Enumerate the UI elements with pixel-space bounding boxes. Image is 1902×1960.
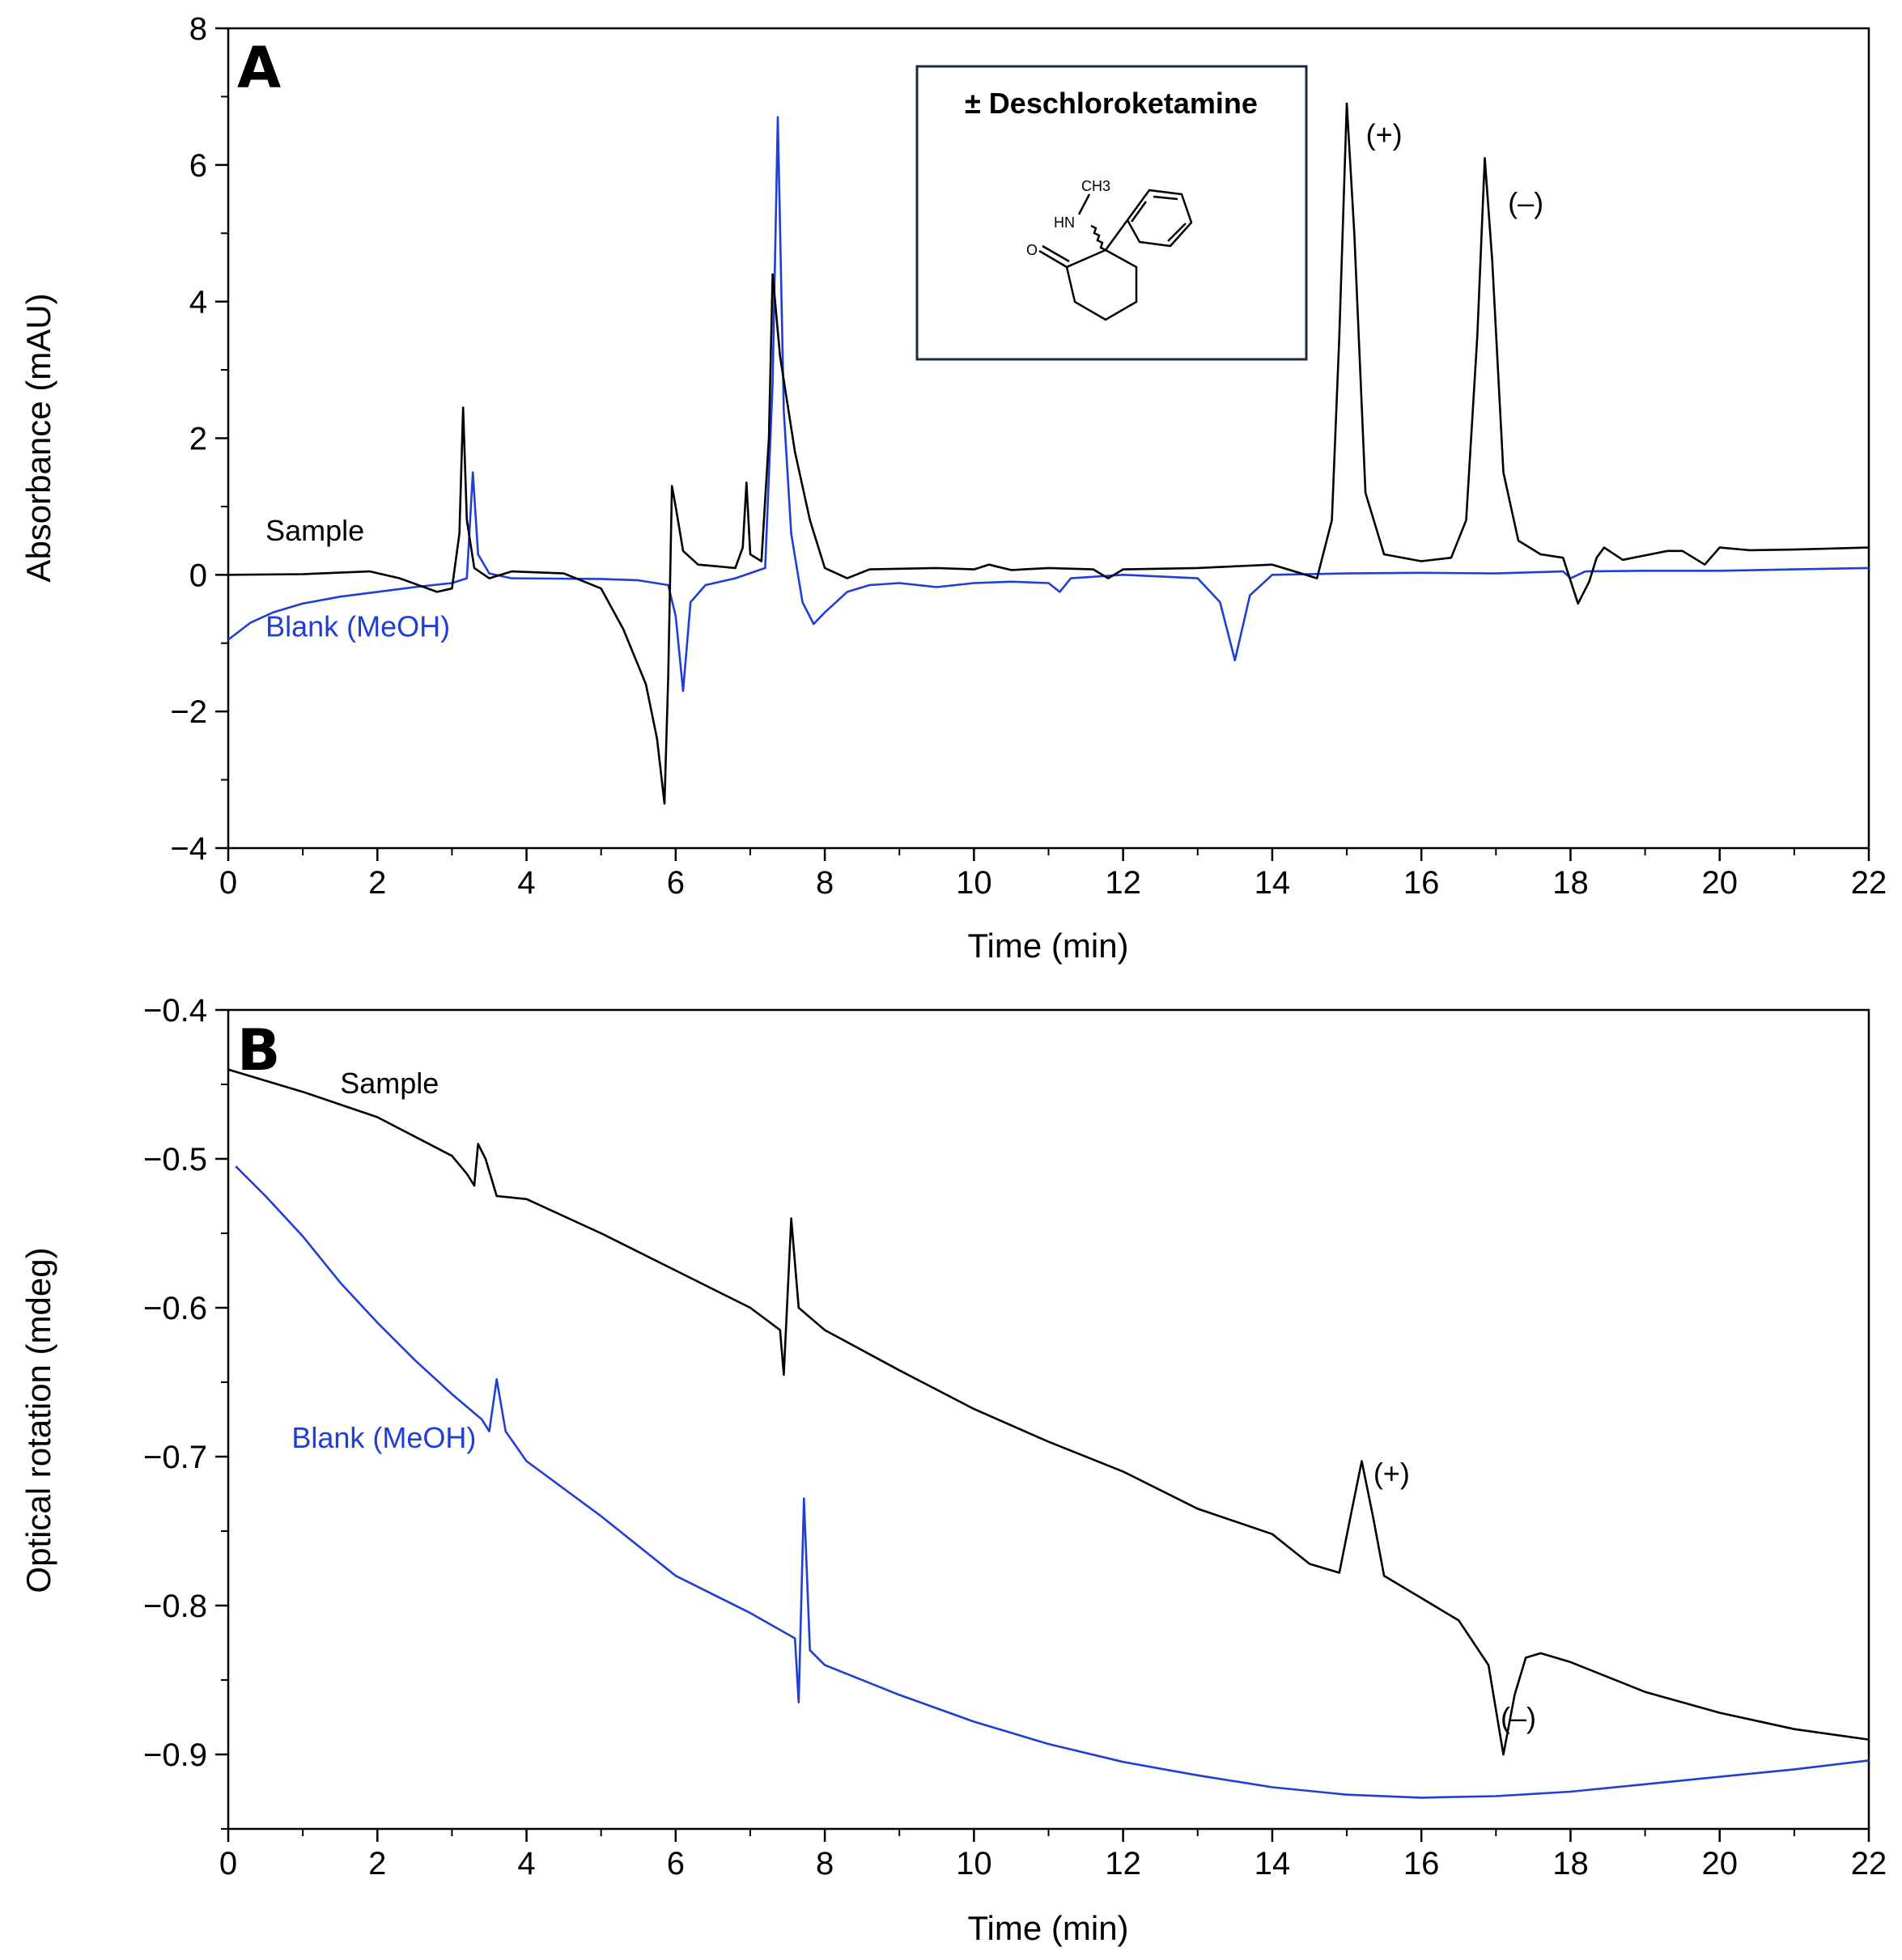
panel-b-x-tick-label: 12 bbox=[1105, 1846, 1141, 1882]
panel-b: 0 2 4 6 8 10 12 14 16 18 20 22 −0.9 −0.8 −0.7 −0.6 −0.5 −… bbox=[19, 993, 1887, 1947]
panel-a-x-tick-label: 4 bbox=[517, 865, 535, 901]
panel-b-x-tick-label: 6 bbox=[667, 1846, 685, 1882]
panel-a-x-tick-label: 12 bbox=[1105, 865, 1141, 901]
panel-a-y-tick-label: 6 bbox=[189, 148, 207, 184]
panel-b-sample-label: Sample bbox=[340, 1067, 439, 1100]
panel-b-sample-line bbox=[227, 1068, 1870, 1756]
panel-a-x-tick-label: 0 bbox=[219, 865, 237, 901]
panel-b-y-tick-label: −0.5 bbox=[143, 1142, 207, 1177]
panel-b-x-tick-label: 10 bbox=[956, 1846, 992, 1882]
structure-inset-box bbox=[915, 65, 1308, 361]
panel-a-x-tick-label: 8 bbox=[816, 865, 834, 901]
deschloroketamine-structure bbox=[1038, 189, 1193, 321]
panel-a-y-axis-label: Absorbance (mAU) bbox=[19, 293, 57, 582]
panel-a-peak-label-plus: (+) bbox=[1366, 118, 1403, 151]
panel-b-x-tick-label: 16 bbox=[1403, 1846, 1440, 1882]
oxygen-label: O bbox=[1026, 242, 1038, 258]
panel-b-ticks bbox=[215, 1008, 1870, 1842]
panel-b-frame bbox=[227, 1008, 1870, 1831]
panel-a-x-tick-label: 22 bbox=[1851, 865, 1887, 901]
panel-b-x-axis-label: Time (min) bbox=[967, 1909, 1128, 1947]
panel-a-x-axis-label: Time (min) bbox=[967, 927, 1128, 965]
panel-b-peak-label-plus: (+) bbox=[1373, 1457, 1410, 1490]
panel-a-x-tick-label: 6 bbox=[667, 865, 685, 901]
panel-a-x-tick-label: 2 bbox=[368, 865, 386, 901]
panel-a-y-tick-label: 4 bbox=[189, 285, 207, 320]
panel-b-x-tick-label: 18 bbox=[1552, 1846, 1589, 1882]
panel-b-y-axis-label: Optical rotation (mdeg) bbox=[19, 1247, 57, 1593]
panel-b-blank-label: Blank (MeOH) bbox=[291, 1421, 476, 1454]
panel-b-y-tick-label: −0.8 bbox=[143, 1589, 207, 1624]
panel-b-tick-labels: 0 2 4 6 8 10 12 14 16 18 20 22 −0.9 −0.8 −0.7 −0.6 −0.5 −… bbox=[143, 993, 1887, 1882]
panel-a: 0 2 4 6 8 10 12 14 16 18 20 22 −4 −2 0 2 4 6 8 A Time (min… bbox=[19, 11, 1887, 965]
panel-a-y-tick-label: −2 bbox=[170, 694, 207, 730]
panel-b-x-tick-label: 20 bbox=[1701, 1846, 1738, 1882]
panel-a-x-tick-label: 16 bbox=[1403, 865, 1440, 901]
panel-a-tick-labels: 0 2 4 6 8 10 12 14 16 18 20 22 −4 −2 0 2 4 6 8 bbox=[170, 11, 1887, 901]
panel-a-series bbox=[227, 102, 1870, 805]
panel-a-ticks bbox=[215, 27, 1870, 861]
panel-b-y-tick-label: −0.4 bbox=[143, 993, 207, 1029]
panel-a-x-tick-label: 10 bbox=[956, 865, 992, 901]
panel-b-blank-line bbox=[235, 1165, 1870, 1799]
panel-b-peak-label-minus: (–) bbox=[1501, 1701, 1536, 1734]
panel-a-sample-label: Sample bbox=[265, 514, 364, 547]
panel-a-x-tick-label: 18 bbox=[1552, 865, 1589, 901]
panel-b-y-tick-label: −0.9 bbox=[143, 1737, 207, 1773]
panel-a-blank-line bbox=[227, 116, 1870, 693]
panel-b-letter: B bbox=[237, 1017, 280, 1084]
panel-b-y-tick-label: −0.6 bbox=[143, 1291, 207, 1326]
panel-b-x-tick-label: 0 bbox=[219, 1846, 237, 1882]
methyl-label: CH3 bbox=[1081, 178, 1110, 194]
panel-b-y-tick-label: −0.7 bbox=[143, 1440, 207, 1475]
panel-a-y-tick-label: −4 bbox=[170, 831, 207, 867]
structure-inset: ± Deschloroketamine HN CH3 O bbox=[915, 65, 1308, 361]
panel-a-letter: A bbox=[237, 35, 281, 101]
panel-a-peak-label-minus: (–) bbox=[1508, 186, 1543, 219]
panel-a-y-tick-label: 8 bbox=[189, 11, 207, 47]
panel-b-x-tick-label: 4 bbox=[517, 1846, 535, 1882]
panel-a-x-tick-label: 20 bbox=[1701, 865, 1738, 901]
panel-b-x-tick-label: 22 bbox=[1851, 1846, 1887, 1882]
panel-a-y-tick-label: 2 bbox=[189, 422, 207, 457]
panel-b-x-tick-label: 2 bbox=[368, 1846, 386, 1882]
structure-inset-title: ± Deschloroketamine bbox=[965, 87, 1258, 120]
panel-a-sample-line bbox=[227, 102, 1870, 805]
panel-a-y-tick-label: 0 bbox=[189, 558, 207, 593]
panel-b-series bbox=[227, 1068, 1870, 1799]
panel-b-x-tick-label: 8 bbox=[816, 1846, 834, 1882]
amine-label: HN bbox=[1054, 214, 1075, 231]
panel-a-x-tick-label: 14 bbox=[1255, 865, 1291, 901]
panel-a-blank-label: Blank (MeOH) bbox=[265, 609, 450, 643]
panel-b-x-tick-label: 14 bbox=[1255, 1846, 1291, 1882]
